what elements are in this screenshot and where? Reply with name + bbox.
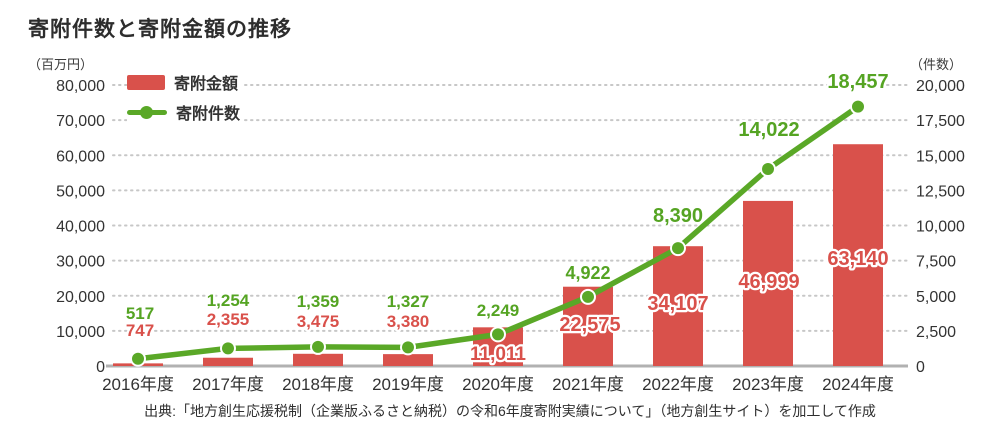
count-value-label: 1,359 <box>297 292 340 311</box>
amount-value-label: 63,140 <box>827 248 888 270</box>
x-axis-label: 2018年度 <box>282 375 354 394</box>
count-value-label: 2,249 <box>477 301 520 320</box>
count-value-label: 14,022 <box>738 119 799 141</box>
right-axis-tick: 0 <box>916 359 925 376</box>
amount-bar-swatch-icon <box>127 74 165 90</box>
amount-value-label: 34,107 <box>647 293 708 315</box>
right-axis-tick: 7,500 <box>916 254 956 271</box>
donation-count-dot <box>850 98 866 115</box>
left-axis-tick: 30,000 <box>56 254 105 271</box>
donation-amount-bar <box>743 200 793 366</box>
right-axis-tick: 15,000 <box>916 148 965 165</box>
donation-count-dot <box>220 340 236 357</box>
right-axis-tick: 20,000 <box>916 78 965 95</box>
donation-amount-bar <box>833 144 883 366</box>
legend-item-amount: 寄附金額 <box>127 69 245 95</box>
x-axis-label: 2021年度 <box>552 375 624 394</box>
left-axis-tick: 70,000 <box>56 113 105 130</box>
right-axis-tick: 10,000 <box>916 219 965 236</box>
x-axis-label: 2024年度 <box>822 375 894 394</box>
amount-value-label: 747 <box>126 321 154 340</box>
x-axis-label: 2019年度 <box>372 375 444 394</box>
left-axis-tick: 60,000 <box>56 148 105 165</box>
count-value-label: 1,327 <box>387 292 430 311</box>
count-line-swatch-icon <box>127 105 167 120</box>
x-axis-label: 2016年度 <box>102 375 174 394</box>
right-axis-tick: 5,000 <box>916 289 956 306</box>
donation-count-dot <box>490 326 506 343</box>
count-value-label: 1,254 <box>207 291 250 310</box>
right-axis-unit: （件数） <box>910 57 963 72</box>
page-title: 寄附件数と寄附金額の推移 <box>28 18 292 41</box>
right-axis-tick: 2,500 <box>916 324 956 341</box>
x-axis-label: 2020年度 <box>462 375 534 394</box>
left-axis-unit: （百万円） <box>28 57 94 72</box>
x-axis-label: 2022年度 <box>642 375 714 394</box>
donation-amount-bar <box>383 354 433 366</box>
donation-amount-bar <box>203 357 253 366</box>
left-axis-tick: 10,000 <box>56 324 105 341</box>
legend-amount-label: 寄附金額 <box>174 76 239 93</box>
donation-count-dot <box>580 288 596 305</box>
source-note: 出典:「地方創生応援税制（企業版ふるさと納税）の令和6年度寄附実績について」（地… <box>144 403 876 419</box>
right-axis-tick: 12,500 <box>916 183 965 200</box>
count-value-label: 4,922 <box>565 263 610 283</box>
donation-count-dot <box>400 339 416 356</box>
legend-item-count: 寄附件数 <box>127 99 245 125</box>
right-axis-tick: 17,500 <box>916 113 965 130</box>
amount-value-label: 22,575 <box>559 314 620 336</box>
left-axis-tick: 0 <box>96 359 105 376</box>
count-value-label: 8,390 <box>653 205 703 227</box>
left-axis-tick: 20,000 <box>56 289 105 306</box>
left-axis-tick: 50,000 <box>56 183 105 200</box>
donation-count-dot <box>670 240 686 257</box>
donation-amount-bar <box>653 246 703 366</box>
count-value-label: 18,457 <box>827 71 888 93</box>
amount-value-label: 3,380 <box>387 312 430 331</box>
left-axis-tick: 40,000 <box>56 219 105 236</box>
amount-value-label: 3,475 <box>297 312 340 331</box>
left-axis-tick: 80,000 <box>56 78 105 95</box>
amount-value-label: 2,355 <box>207 310 250 329</box>
donation-count-dot <box>130 350 146 367</box>
donation-amount-bar <box>293 353 343 366</box>
donation-count-dot <box>760 160 776 177</box>
amount-value-label: 46,999 <box>738 271 799 293</box>
amount-value-label: 11,011 <box>470 344 526 365</box>
x-axis-label: 2017年度 <box>192 375 264 394</box>
x-axis-label: 2023年度 <box>732 375 804 394</box>
donation-count-dot <box>310 338 326 355</box>
legend: 寄附金額 寄附件数 <box>127 69 245 129</box>
count-value-label: 517 <box>126 304 154 323</box>
legend-count-label: 寄附件数 <box>176 106 241 123</box>
